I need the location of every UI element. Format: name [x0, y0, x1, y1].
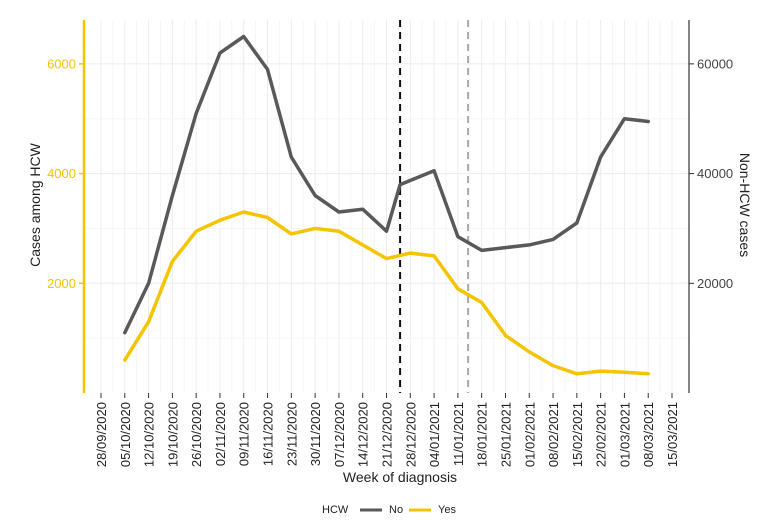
series-line-no — [123, 34, 650, 335]
x-tick-label: 28/12/2020 — [403, 402, 418, 467]
x-tick-label: 18/01/2021 — [475, 402, 490, 467]
x-axis-title: Week of diagnosis — [343, 469, 457, 485]
x-tick-label: 12/10/2020 — [142, 402, 157, 467]
x-tick-label: 14/12/2020 — [356, 402, 371, 467]
left-tick-label: 4000 — [47, 166, 76, 181]
right-axis-ticks: 20000 40000 60000 — [689, 56, 733, 291]
x-tick-label: 25/01/2021 — [498, 402, 513, 467]
series-lines — [123, 34, 650, 376]
x-axis-ticks: 28/09/2020 05/10/2020 12/10/2020 19/10/2020… — [94, 393, 680, 467]
x-tick-label: 01/02/2021 — [522, 402, 537, 467]
grid-lines — [84, 20, 689, 393]
x-tick-label: 16/11/2020 — [261, 402, 276, 466]
x-tick-label: 26/10/2020 — [189, 402, 204, 467]
axes — [82, 20, 690, 393]
legend: HCW No Yes — [322, 504, 456, 516]
right-tick-label: 60000 — [697, 56, 733, 71]
reference-lines — [399, 20, 470, 393]
legend-label-no: No — [389, 504, 403, 516]
x-tick-label: 04/01/2021 — [427, 402, 442, 467]
x-tick-label: 01/03/2021 — [617, 402, 632, 467]
legend-label-yes: Yes — [438, 504, 456, 516]
x-tick-label: 22/02/2021 — [594, 402, 609, 467]
x-tick-label: 15/03/2021 — [665, 402, 680, 467]
left-tick-label: 2000 — [47, 276, 76, 291]
x-tick-label: 30/11/2020 — [308, 402, 323, 466]
x-tick-label: 07/12/2020 — [332, 402, 347, 467]
x-tick-label: 28/09/2020 — [94, 402, 109, 467]
x-tick-label: 05/10/2020 — [118, 402, 133, 467]
x-tick-label: 23/11/2020 — [284, 402, 299, 466]
left-axis-title: Cases among HCW — [27, 142, 43, 266]
right-axis-title: Non-HCW cases — [737, 153, 753, 257]
series-line-yes — [123, 210, 650, 376]
x-tick-label: 21/12/2020 — [380, 402, 395, 467]
x-tick-label: 09/11/2020 — [237, 402, 252, 466]
x-tick-label: 19/10/2020 — [165, 402, 180, 467]
x-tick-label: 02/11/2020 — [213, 402, 228, 466]
x-tick-label: 15/02/2021 — [570, 402, 585, 467]
left-axis-ticks: 2000 4000 6000 — [47, 56, 84, 291]
right-tick-label: 40000 — [697, 166, 733, 181]
x-tick-label: 11/01/2021 — [451, 402, 466, 466]
x-tick-label: 08/03/2021 — [641, 402, 656, 467]
left-tick-label: 6000 — [47, 56, 76, 71]
legend-title: HCW — [322, 504, 349, 516]
right-tick-label: 20000 — [697, 276, 733, 291]
x-tick-label: 08/02/2021 — [546, 402, 561, 467]
